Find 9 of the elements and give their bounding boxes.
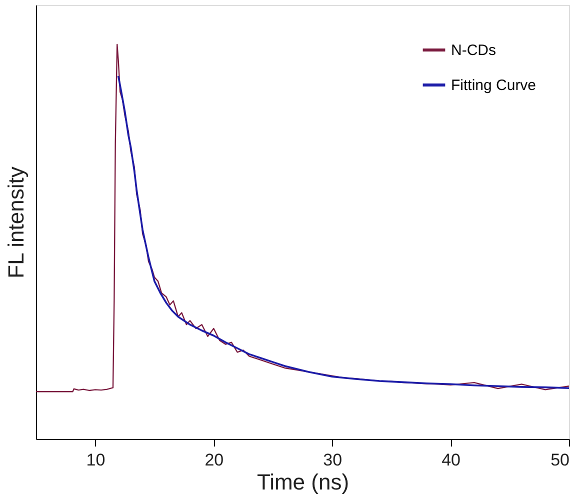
x-tick-label: 40 <box>442 450 461 470</box>
x-tick-label: 50 <box>550 450 570 470</box>
x-tick-label: 30 <box>323 450 342 470</box>
x-axis-title: Time (ns) <box>256 470 350 494</box>
x-tick-label: 10 <box>86 450 106 470</box>
y-axis-title: FL intensity <box>4 166 28 278</box>
legend-label: Fitting Curve <box>451 77 536 94</box>
legend-label: N-CDs <box>451 42 496 59</box>
x-tick-label: 20 <box>204 450 224 470</box>
